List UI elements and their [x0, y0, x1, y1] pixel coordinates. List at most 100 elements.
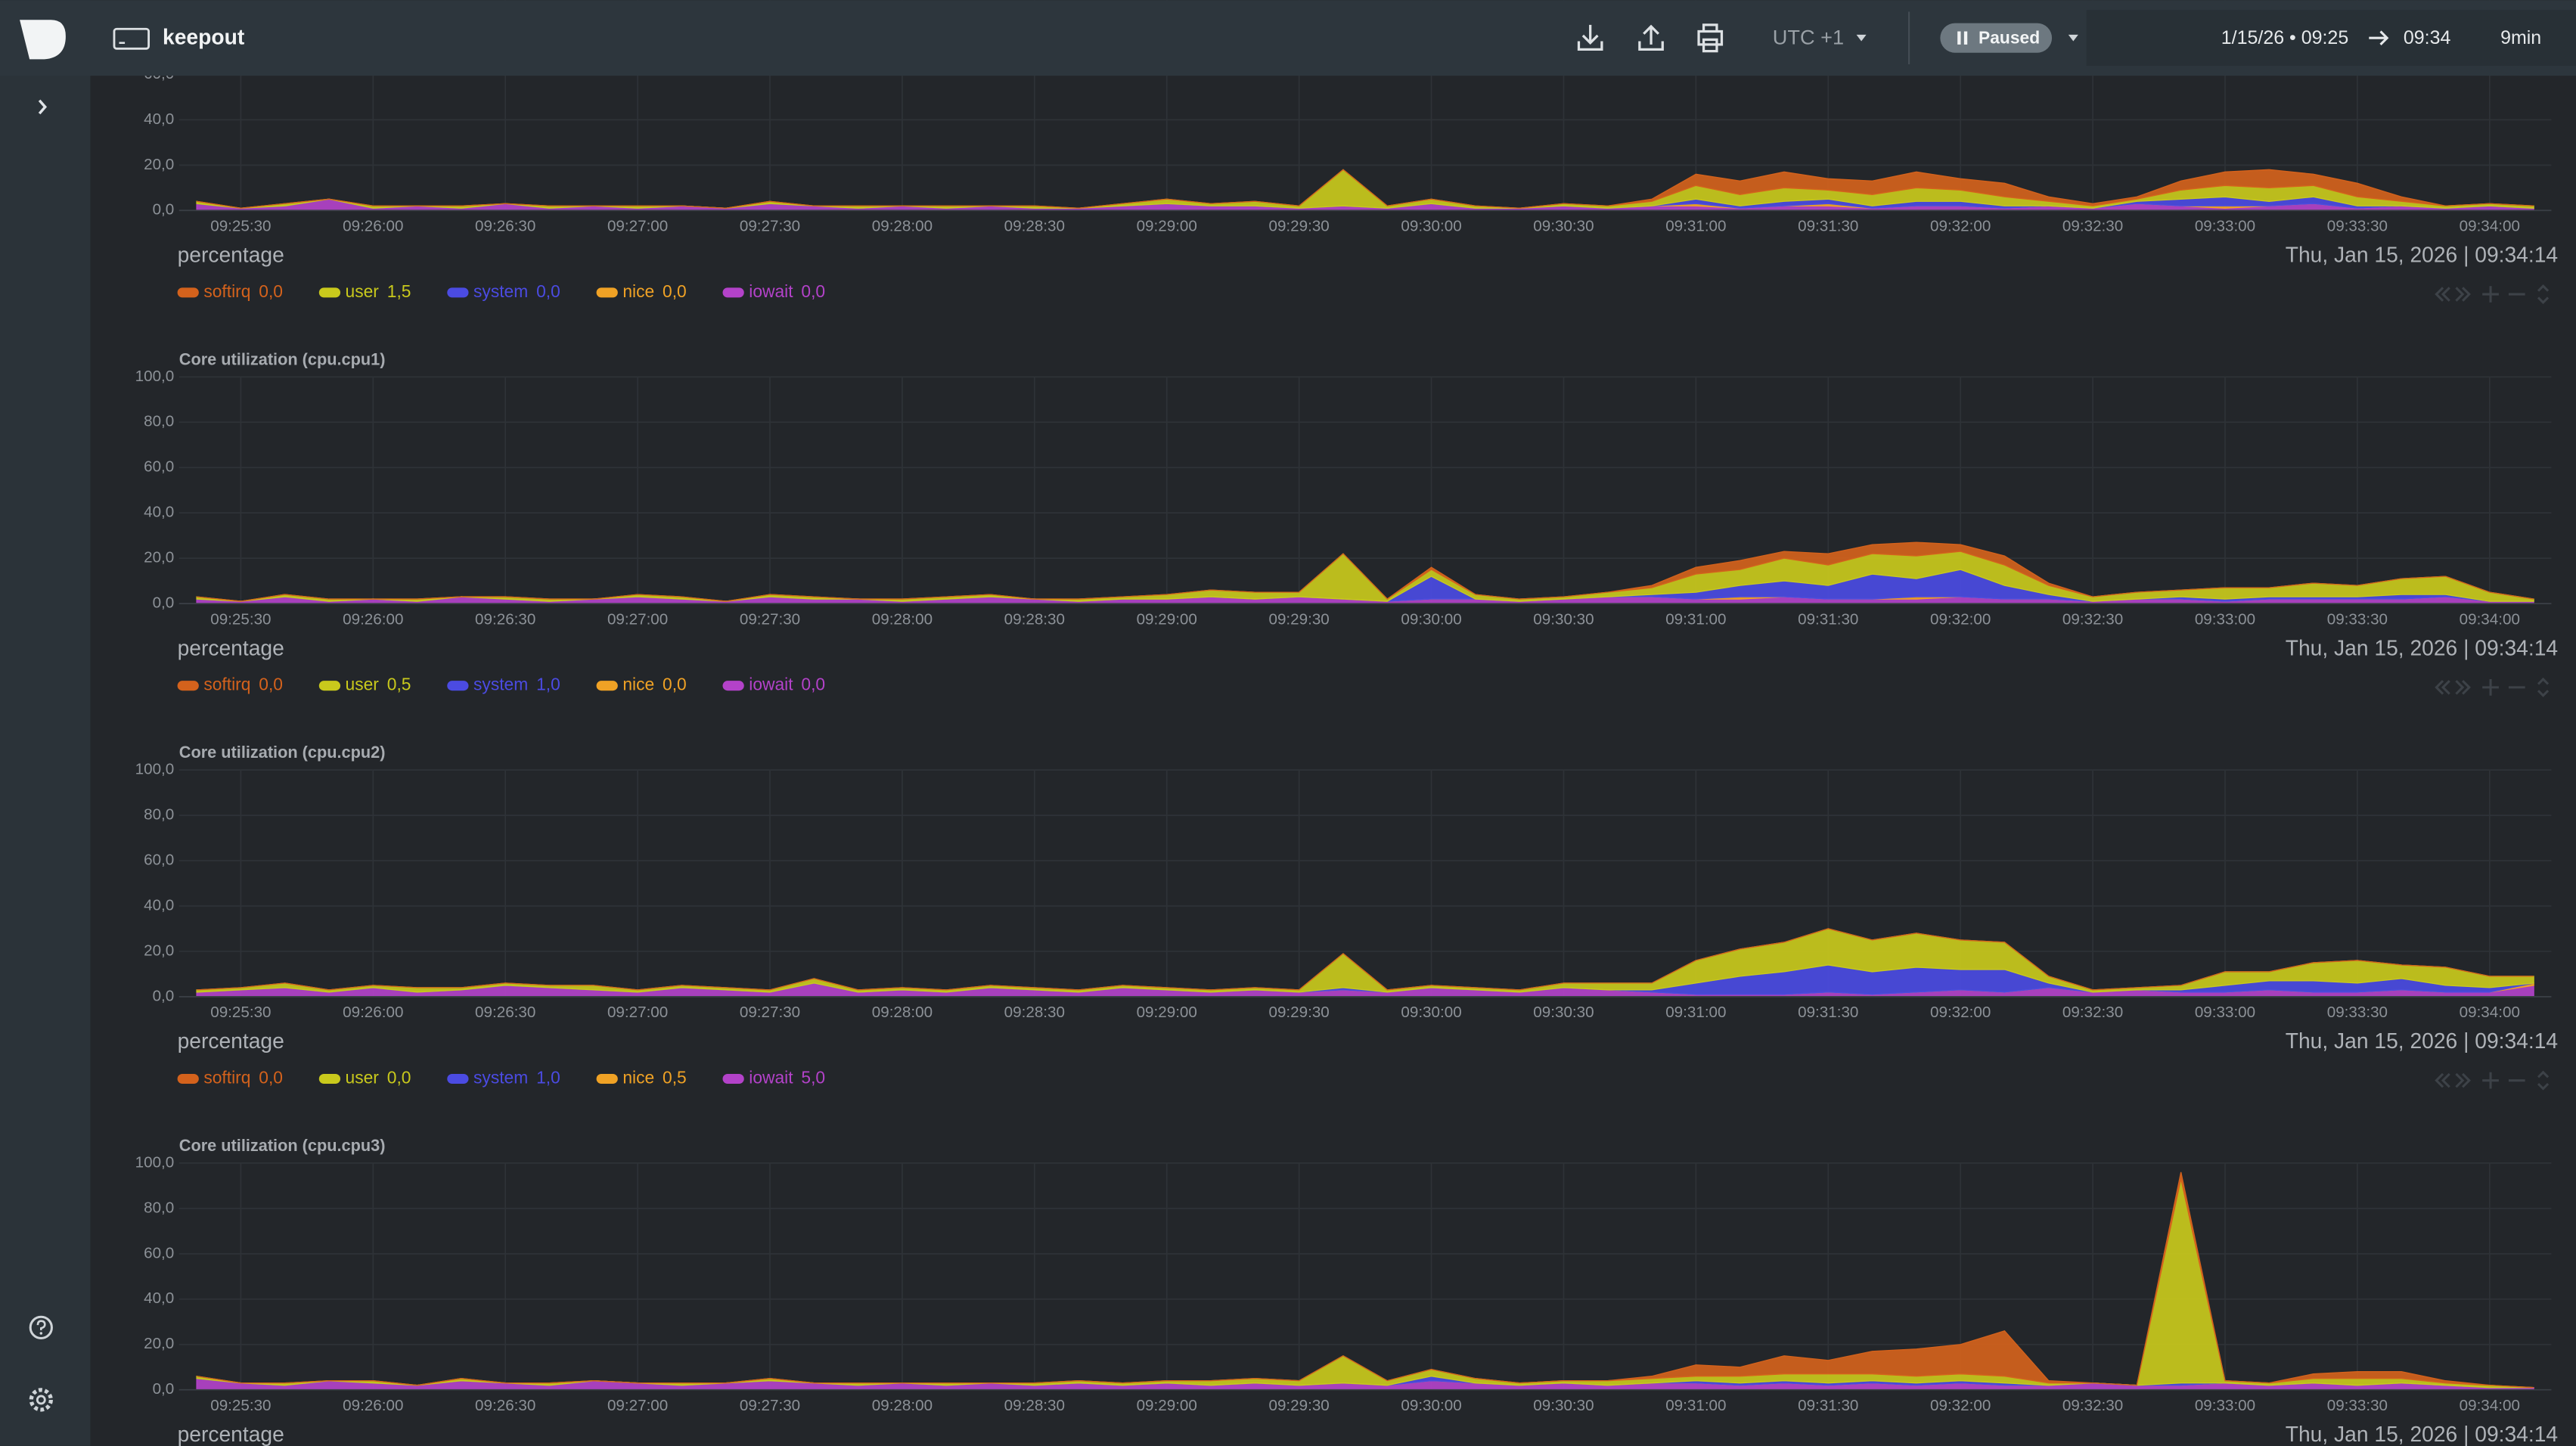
- pan-right[interactable]: [2455, 1072, 2471, 1088]
- pause-bar: [1963, 31, 1968, 45]
- legend-value: 0,0: [387, 1068, 411, 1088]
- toolbar-icons: [1577, 23, 1724, 53]
- chart-controls: [2435, 284, 2550, 305]
- legend-item[interactable]: system 0,0: [447, 281, 560, 301]
- timezone-caret[interactable]: [1856, 34, 1867, 42]
- gear-hub: [36, 1395, 46, 1405]
- upload-icon[interactable]: [1638, 24, 1664, 51]
- x-tick-label: 09:29:30: [1268, 217, 1329, 234]
- host-icon: [113, 27, 150, 50]
- pan-left[interactable]: [2435, 1072, 2450, 1088]
- legend-item[interactable]: softirq 0,0: [177, 675, 283, 694]
- x-tick-label: 09:32:30: [2062, 610, 2123, 628]
- x-tick-label: 09:29:00: [1137, 610, 1197, 628]
- host-name[interactable]: keepout: [163, 25, 245, 49]
- area-series: [197, 541, 2534, 602]
- y-tick-label: 100,0: [135, 761, 175, 778]
- x-tick-label: 09:32:00: [1930, 1397, 1991, 1414]
- legend-item[interactable]: system 1,0: [447, 1068, 560, 1088]
- resize[interactable]: [2537, 284, 2550, 305]
- pan-right[interactable]: [2455, 287, 2471, 302]
- expand-sidebar[interactable]: [38, 99, 48, 115]
- x-tick-label: 09:28:00: [872, 1397, 933, 1414]
- legend-item[interactable]: system 1,0: [447, 675, 560, 694]
- print-icon[interactable]: [1697, 23, 1724, 53]
- x-tick-label: 09:27:30: [740, 1004, 800, 1021]
- area-series: [196, 1171, 2534, 1389]
- x-tick-label: 09:32:00: [1930, 1004, 1991, 1021]
- range-end[interactable]: 09:34: [2404, 27, 2451, 48]
- legend-swatch: [596, 681, 618, 691]
- legend-item[interactable]: user 0,0: [318, 1068, 411, 1088]
- legend-value: 0,0: [259, 675, 283, 694]
- status-caret[interactable]: [2068, 34, 2078, 42]
- units-label: percentage: [178, 243, 284, 267]
- legend-item[interactable]: softirq 0,0: [177, 1068, 283, 1088]
- help-dot: [39, 1332, 43, 1335]
- help-button[interactable]: [29, 1315, 53, 1340]
- timestamp: Thu, Jan 15, 2026 | 09:34:14: [2286, 243, 2558, 267]
- legend-item[interactable]: iowait 0,0: [722, 281, 826, 301]
- x-tick-label: 09:30:00: [1401, 610, 1461, 628]
- x-tick-label: 09:29:30: [1268, 1397, 1329, 1414]
- pan-left[interactable]: [2435, 287, 2450, 302]
- timezone[interactable]: UTC +1: [1773, 25, 1844, 48]
- zoom-in[interactable]: [2482, 1072, 2499, 1089]
- legend-value: 0,0: [801, 281, 825, 301]
- legend-swatch: [722, 681, 744, 691]
- logo[interactable]: [20, 20, 66, 60]
- x-tick-label: 09:26:30: [475, 610, 535, 628]
- legend-swatch: [177, 1073, 199, 1084]
- x-tick-label: 09:32:30: [2062, 1397, 2123, 1414]
- chart-controls: [2435, 677, 2550, 697]
- legend-name: system: [473, 281, 528, 301]
- legend-item[interactable]: softirq 0,0: [177, 281, 283, 301]
- x-tick-label: 09:33:00: [2195, 1397, 2255, 1414]
- x-tick-label: 09:28:30: [1004, 1397, 1065, 1414]
- units-label: percentage: [178, 1029, 284, 1053]
- legend-name: iowait: [749, 1068, 793, 1088]
- x-tick-label: 09:34:00: [2460, 1004, 2520, 1021]
- x-tick-label: 09:32:00: [1930, 217, 1991, 234]
- y-tick-label: 20,0: [144, 549, 174, 566]
- download-icon[interactable]: [1577, 24, 1603, 51]
- pan-left[interactable]: [2435, 680, 2450, 695]
- legend-item[interactable]: nice 0,0: [596, 675, 687, 694]
- resize[interactable]: [2537, 1070, 2550, 1091]
- x-tick-label: 09:33:30: [2327, 217, 2388, 234]
- x-tick-label: 09:26:00: [343, 1004, 403, 1021]
- settings-button[interactable]: [29, 1388, 53, 1412]
- legend-item[interactable]: nice 0,0: [596, 281, 687, 301]
- pause-toggle[interactable]: Paused: [1940, 23, 2053, 53]
- chart: Core utilization (cpu.cpu2) 0,0 20,0 40,0 60…: [135, 743, 2558, 1091]
- y-tick-label: 60,0: [144, 1244, 174, 1261]
- x-tick-label: 09:25:30: [210, 610, 271, 628]
- y-tick-label: 40,0: [144, 504, 174, 521]
- x-tick-label: 09:26:00: [343, 610, 403, 628]
- y-tick-label: 20,0: [144, 1335, 174, 1352]
- legend-item[interactable]: nice 0,5: [596, 1068, 687, 1088]
- legend-item[interactable]: user 1,5: [318, 281, 411, 301]
- x-tick-label: 09:33:30: [2327, 1397, 2388, 1414]
- zoom-in[interactable]: [2482, 679, 2499, 696]
- legend-swatch: [177, 681, 199, 691]
- y-tick-label: 80,0: [144, 806, 174, 824]
- x-tick-label: 09:27:00: [607, 1397, 668, 1414]
- legend-item[interactable]: iowait 5,0: [722, 1068, 826, 1088]
- chart: Core utilization (cpu.cpu3) 0,0 20,0 40,0 60…: [135, 1136, 2558, 1446]
- legend-item[interactable]: user 0,5: [318, 675, 411, 694]
- area-series: [197, 928, 2534, 991]
- legend-item[interactable]: iowait 0,0: [722, 675, 826, 694]
- range-duration[interactable]: 9min: [2500, 27, 2541, 48]
- area-series: [196, 169, 2534, 209]
- x-tick-label: 09:30:30: [1533, 610, 1594, 628]
- zoom-in[interactable]: [2482, 286, 2499, 303]
- x-tick-label: 09:27:30: [740, 1397, 800, 1414]
- x-tick-label: 09:27:00: [607, 1004, 668, 1021]
- pan-right[interactable]: [2455, 680, 2471, 695]
- legend-swatch: [318, 287, 341, 298]
- x-tick-label: 09:31:00: [1665, 1004, 1726, 1021]
- resize[interactable]: [2537, 677, 2550, 697]
- range-start[interactable]: 1/15/26 • 09:25: [2221, 27, 2348, 48]
- x-tick-label: 09:33:00: [2195, 217, 2255, 234]
